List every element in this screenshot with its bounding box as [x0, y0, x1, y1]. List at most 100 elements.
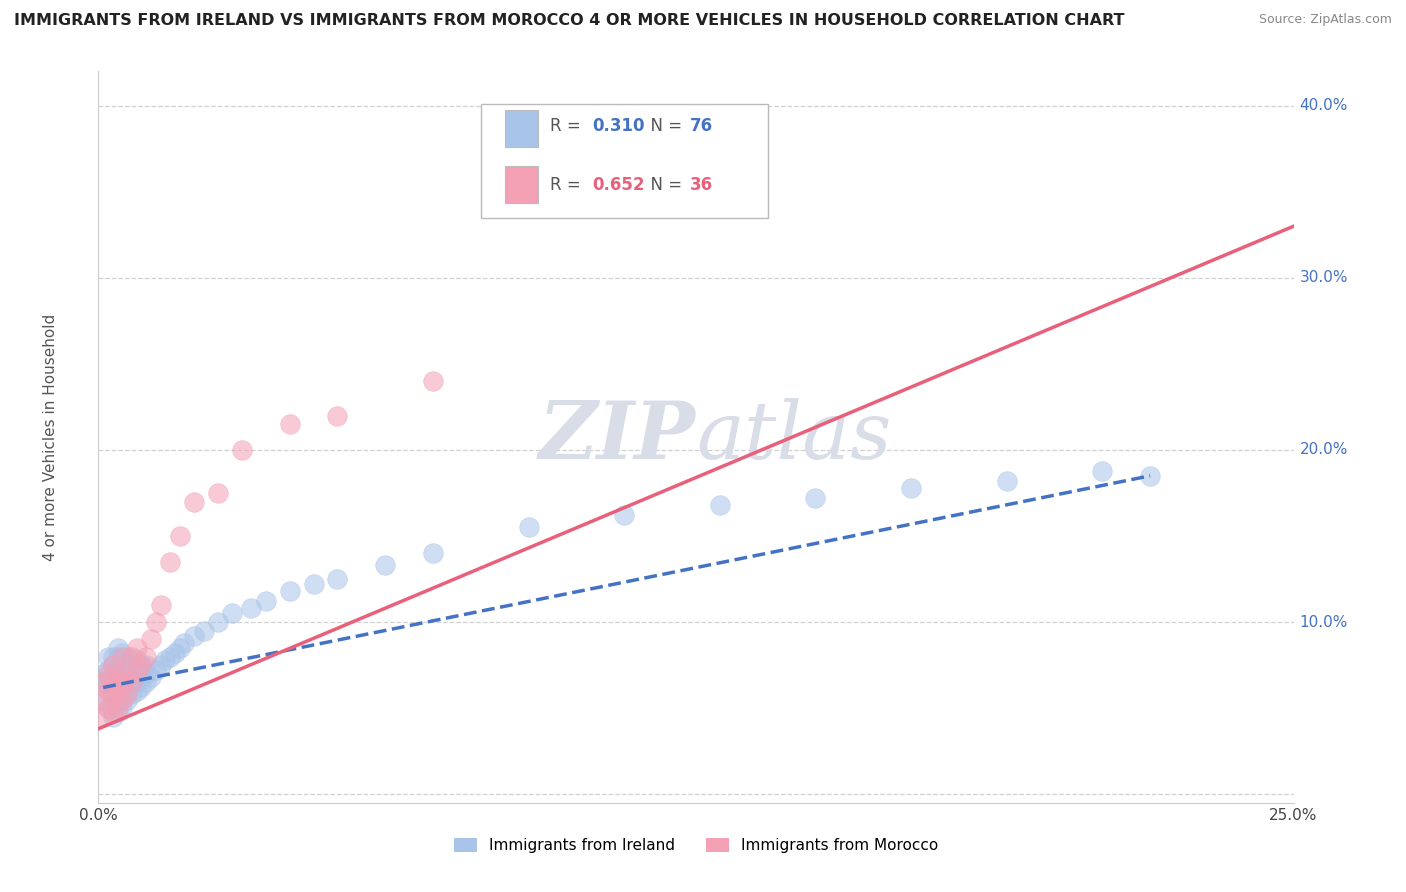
Text: N =: N = [640, 117, 688, 136]
Point [231, 442, 253, 457]
Point [101, 710, 124, 724]
Point [139, 632, 162, 647]
Point [804, 491, 827, 505]
Point [1091, 464, 1114, 478]
Point [115, 684, 138, 698]
Text: N =: N = [640, 176, 688, 194]
Point [374, 558, 396, 573]
Text: 0.310: 0.310 [592, 117, 644, 136]
Text: atlas: atlas [696, 399, 891, 475]
Point [111, 646, 134, 660]
Point [125, 684, 148, 698]
Point [207, 486, 229, 500]
Point [709, 498, 731, 512]
Legend: Immigrants from Ireland, Immigrants from Morocco: Immigrants from Ireland, Immigrants from… [446, 830, 946, 861]
Text: 30.0%: 30.0% [1299, 270, 1348, 285]
Point [111, 658, 134, 673]
Point [135, 658, 157, 673]
Point [278, 417, 301, 432]
Point [91, 692, 114, 706]
Point [111, 692, 134, 706]
Point [135, 649, 157, 664]
Text: R =: R = [550, 176, 586, 194]
Point [91, 675, 114, 690]
Point [613, 508, 636, 523]
Point [107, 705, 129, 719]
Point [169, 529, 191, 543]
Point [278, 584, 301, 599]
Point [101, 687, 124, 701]
Text: R =: R = [550, 117, 586, 136]
Point [163, 646, 186, 660]
Point [125, 666, 148, 681]
Point [115, 675, 138, 690]
Point [159, 555, 181, 569]
Point [125, 675, 148, 690]
Point [97, 684, 120, 698]
Point [326, 409, 349, 423]
Point [183, 494, 205, 508]
Point [101, 658, 124, 673]
Point [101, 705, 124, 719]
Point [101, 658, 124, 673]
Point [91, 666, 114, 681]
Point [101, 675, 124, 690]
Point [101, 666, 124, 681]
Point [149, 658, 172, 673]
Point [326, 572, 349, 586]
Point [107, 666, 129, 681]
Point [995, 474, 1018, 488]
FancyBboxPatch shape [505, 167, 538, 203]
Point [125, 663, 148, 677]
Point [107, 701, 129, 715]
Point [101, 675, 124, 690]
Point [111, 675, 134, 690]
Point [135, 666, 157, 681]
Point [149, 598, 172, 612]
Point [900, 481, 922, 495]
Point [97, 701, 120, 715]
Text: Source: ZipAtlas.com: Source: ZipAtlas.com [1258, 13, 1392, 27]
Point [422, 374, 444, 388]
Point [107, 670, 129, 684]
Point [91, 692, 114, 706]
Point [121, 649, 143, 664]
Point [254, 594, 277, 608]
Text: ZIP: ZIP [538, 399, 696, 475]
Text: 76: 76 [690, 117, 713, 136]
Point [97, 649, 120, 664]
Point [107, 640, 129, 655]
Text: 36: 36 [690, 176, 713, 194]
Point [97, 675, 120, 690]
Point [111, 675, 134, 690]
Point [115, 649, 138, 664]
Point [240, 601, 263, 615]
Point [97, 701, 120, 715]
Point [121, 679, 143, 693]
Point [97, 663, 120, 677]
Point [97, 666, 120, 681]
Point [207, 615, 229, 629]
Text: 20.0%: 20.0% [1299, 442, 1348, 458]
Point [115, 687, 138, 701]
Text: 40.0%: 40.0% [1299, 98, 1348, 113]
Point [422, 546, 444, 560]
Point [111, 649, 134, 664]
Point [107, 649, 129, 664]
Point [145, 615, 167, 629]
Point [517, 520, 540, 534]
Point [115, 692, 138, 706]
Point [221, 607, 243, 621]
Point [115, 666, 138, 681]
FancyBboxPatch shape [481, 104, 768, 218]
Point [131, 658, 153, 673]
Point [101, 649, 124, 664]
Point [101, 687, 124, 701]
Point [115, 658, 138, 673]
Y-axis label: 4 or more Vehicles in Household: 4 or more Vehicles in Household [44, 313, 58, 561]
Point [139, 670, 162, 684]
Point [131, 670, 153, 684]
Point [121, 670, 143, 684]
Point [107, 681, 129, 695]
Point [91, 710, 114, 724]
